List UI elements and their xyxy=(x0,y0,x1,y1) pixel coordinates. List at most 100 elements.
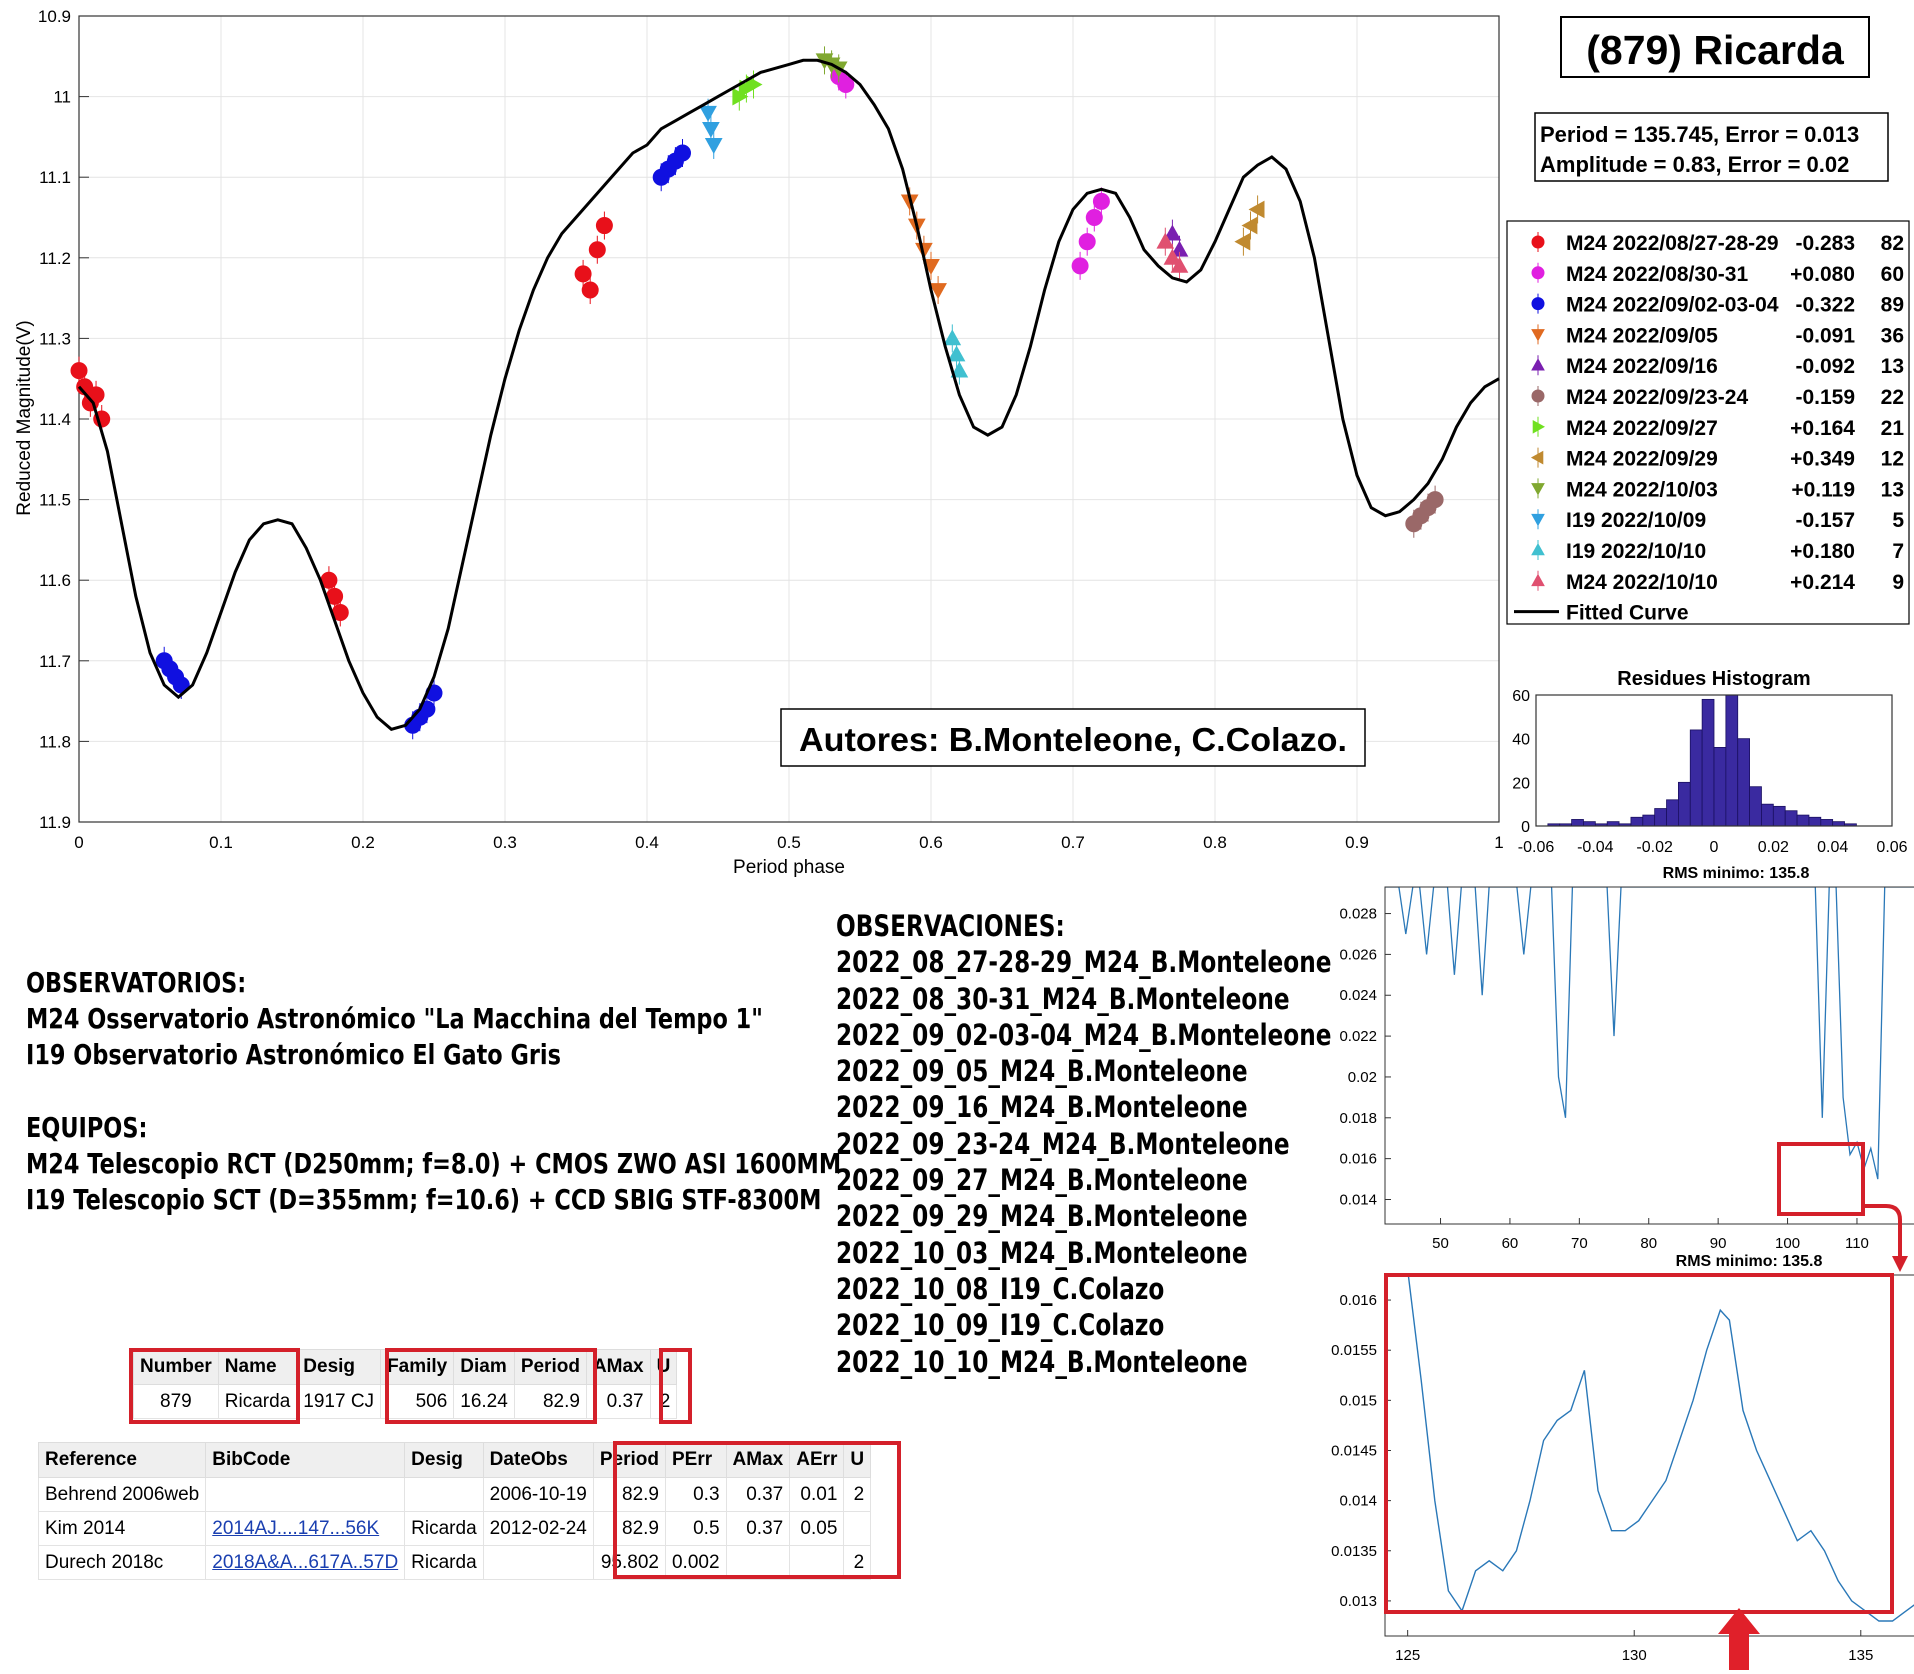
legend-series-count: 9 xyxy=(1892,571,1904,594)
x-tick-label: 0.4 xyxy=(635,833,659,852)
legend-series-count: 21 xyxy=(1881,417,1905,440)
legend-series-count: 12 xyxy=(1881,448,1904,471)
x-tick-label: 0.1 xyxy=(209,833,233,852)
data-point-series-1 xyxy=(574,265,592,283)
data-point-series-12 xyxy=(1163,248,1182,265)
histogram-bar xyxy=(1784,810,1798,827)
data-point-series-1 xyxy=(70,362,88,380)
legend: M24 2022/08/27-28-29 -0.283 82 M24 2022/08/… xyxy=(1514,232,1904,625)
data-point-series-11 xyxy=(943,329,962,346)
x-tick-label: 1 xyxy=(1494,833,1503,852)
observation-entry: 2022_10_03_M24_B.Monteleone xyxy=(836,1235,1248,1270)
summary-cell: 16.24 xyxy=(453,1384,515,1419)
observation-entry: 2022_08_30-31_M24_B.Monteleone xyxy=(836,981,1290,1016)
bibcode-link[interactable]: 2018A&A...617A..57D xyxy=(212,1551,399,1573)
period-text: Period = 135.745, Error = 0.013 xyxy=(1540,122,1859,147)
histogram-x-tick: 0 xyxy=(1710,839,1719,856)
details-cell: 2014AJ....147...56K xyxy=(205,1511,406,1546)
x-tick-label: 135 xyxy=(1848,1647,1873,1664)
y-tick-label: 0.014 xyxy=(1339,1493,1377,1510)
data-point-series-1 xyxy=(581,281,599,299)
histogram-x-tick: 0.02 xyxy=(1758,839,1789,856)
bibcode-link[interactable]: 2014AJ....147...56K xyxy=(212,1517,380,1539)
observation-entry: 2022_09_27_M24_B.Monteleone xyxy=(836,1163,1248,1198)
histogram-bar xyxy=(1725,694,1739,827)
legend-series-count: 7 xyxy=(1892,540,1904,563)
rms-zoom-title: RMS minimo: 135.8 xyxy=(1676,1253,1823,1270)
summary-cell: 2 xyxy=(649,1384,678,1419)
histogram-title: Residues Histogram xyxy=(1617,668,1810,690)
lcdb-details-table: Reference BibCode Desig DateObs Period PErr AM… xyxy=(37,1442,872,1580)
legend-series-count: 82 xyxy=(1881,232,1904,255)
histogram-bar xyxy=(1630,816,1644,827)
data-point-series-4 xyxy=(915,242,933,259)
rms-title: RMS minimo: 135.8 xyxy=(1663,865,1810,882)
x-tick-label: 0.8 xyxy=(1203,833,1227,852)
legend-series-name: M24 2022/10/03 xyxy=(1566,478,1718,501)
legend-series-count: 36 xyxy=(1881,324,1904,347)
histogram-bar xyxy=(1820,819,1834,827)
y-tick-label: 0.02 xyxy=(1348,1069,1377,1086)
histogram-x-tick: -0.02 xyxy=(1636,839,1673,856)
details-cell xyxy=(843,1511,872,1546)
details-cell: 2 xyxy=(843,1545,872,1580)
period-box xyxy=(1534,112,1889,182)
y-tick-label: 0.0135 xyxy=(1331,1543,1377,1560)
legend-marker-10 xyxy=(1531,513,1545,527)
x-tick-label: 0.2 xyxy=(351,833,375,852)
x-axis-label: Period phase xyxy=(733,857,845,878)
x-tick-label: 125 xyxy=(1395,1647,1420,1664)
rms-frame xyxy=(1384,886,1914,1225)
lightcurve-points xyxy=(70,46,1444,740)
summary-cell: Ricarda xyxy=(217,1384,298,1419)
y-tick-label: 11.7 xyxy=(39,652,71,671)
histogram-x-tick: 0.06 xyxy=(1876,839,1907,856)
y-tick-label: 0.0145 xyxy=(1331,1442,1377,1459)
x-tick-label: 90 xyxy=(1710,1235,1727,1252)
legend-marker-12 xyxy=(1531,573,1545,587)
rms-ticks: 50607080901001101201301400.0140.0160.018… xyxy=(1339,906,1914,1252)
observation-entry: 2022_10_09_I19_C.Colazo xyxy=(836,1308,1165,1343)
histogram-y-tick: 40 xyxy=(1512,732,1530,749)
x-tick-label: 80 xyxy=(1640,1235,1657,1252)
legend-box xyxy=(1506,220,1910,625)
title-box xyxy=(1560,16,1870,78)
histogram-bar xyxy=(1761,803,1774,827)
summary-cell: 506 xyxy=(380,1384,455,1419)
observation-entry: 2022_10_10_M24_B.Monteleone xyxy=(836,1344,1248,1379)
observatories-title: OBSERVATORIOS: xyxy=(26,966,247,999)
observation-entry: 2022_08_27-28-29_M24_B.Monteleone xyxy=(836,945,1332,980)
legend-series-offset: -0.091 xyxy=(1795,324,1855,347)
histogram-bar xyxy=(1571,819,1584,827)
legend-marker-9 xyxy=(1531,483,1545,496)
details-cell: 2006-10-19 xyxy=(482,1477,594,1512)
histogram-frame xyxy=(1535,694,1893,827)
highlight-period-values xyxy=(613,1441,901,1579)
summary-cell: 82.9 xyxy=(513,1384,587,1419)
lcdb-summary-table: Number Name Desig Family Diam Period AMax U 879… xyxy=(133,1349,678,1419)
data-point-series-7 xyxy=(746,75,763,94)
amplitude-text: Amplitude = 0.83, Error = 0.02 xyxy=(1540,152,1849,177)
histogram-x-tick: 0.04 xyxy=(1817,839,1848,856)
legend-fitted-name: Fitted Curve xyxy=(1566,602,1689,625)
details-cell: Behrend 2006web xyxy=(37,1477,207,1512)
highlight-number-name xyxy=(129,1348,300,1424)
y-tick-label: 11.4 xyxy=(39,410,71,429)
histogram-bar xyxy=(1583,821,1596,827)
legend-series-offset: -0.283 xyxy=(1795,232,1855,255)
legend-series-name: M24 2022/09/02-03-04 xyxy=(1566,294,1779,317)
y-axis-label: Reduced Magnitude(V) xyxy=(14,320,35,515)
observation-entry: 2022_09_05_M24_B.Monteleone xyxy=(836,1054,1248,1089)
observations-title: OBSERVACIONES: xyxy=(836,909,1065,943)
histogram-y-tick: 0 xyxy=(1521,819,1530,836)
histogram-bar xyxy=(1677,781,1691,827)
histogram-bar xyxy=(1666,799,1679,827)
details-cell xyxy=(482,1545,594,1580)
data-point-series-1 xyxy=(595,217,613,235)
observations-list: 2022_08_27-28-29_M24_B.Monteleone 2022_08… xyxy=(836,944,1455,1380)
legend-series-offset: +0.180 xyxy=(1790,540,1855,563)
data-point-series-11 xyxy=(950,361,969,378)
legend-marker-8 xyxy=(1530,450,1544,465)
y-tick-label: 11.5 xyxy=(39,491,71,510)
observation-entry: 2022_09_23-24_M24_B.Monteleone xyxy=(836,1126,1290,1161)
